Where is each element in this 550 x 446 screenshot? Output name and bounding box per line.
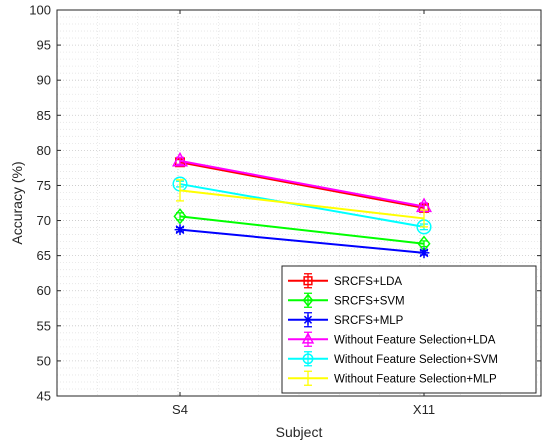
legend-item: Without Feature Selection+MLP bbox=[288, 370, 497, 386]
legend-item: SRCFS+LDA bbox=[288, 273, 402, 289]
data-point bbox=[174, 224, 186, 236]
legend-label: SRCFS+LDA bbox=[334, 276, 402, 288]
y-tick-label: 65 bbox=[37, 248, 51, 263]
legend-item: Without Feature Selection+LDA bbox=[288, 331, 496, 347]
x-tick-label: X11 bbox=[413, 402, 435, 417]
y-tick-label: 80 bbox=[37, 143, 51, 158]
legend-item: SRCFS+MLP bbox=[288, 312, 404, 328]
series-line bbox=[179, 183, 425, 228]
y-axis: 45 50 55 60 65 70 75 80 85 90 95 100 bbox=[29, 3, 541, 404]
y-tick-label: 85 bbox=[37, 108, 51, 123]
error-bar bbox=[176, 179, 184, 202]
x-axis-label: Subject bbox=[276, 424, 323, 440]
legend-marker bbox=[302, 353, 314, 365]
data-point bbox=[418, 247, 430, 259]
legend-label: SRCFS+MLP bbox=[334, 315, 404, 327]
y-tick-label: 75 bbox=[37, 178, 51, 193]
legend-marker bbox=[301, 332, 315, 344]
legend-label: Without Feature Selection+LDA bbox=[334, 334, 496, 346]
series-line bbox=[179, 228, 425, 254]
series-line bbox=[179, 189, 425, 220]
y-tick-label: 70 bbox=[37, 213, 51, 228]
plot-area bbox=[56, 9, 542, 397]
y-axis-label: Accuracy (%) bbox=[9, 161, 25, 244]
legend-item: SRCFS+SVM bbox=[288, 292, 405, 308]
x-axis: S4 X11 bbox=[172, 10, 435, 417]
legend-label: SRCFS+SVM bbox=[334, 295, 405, 307]
legend-box bbox=[281, 265, 537, 394]
y-tick-label: 90 bbox=[37, 73, 51, 88]
legend-marker bbox=[302, 293, 314, 307]
y-tick-label: 100 bbox=[29, 3, 51, 18]
y-tick-label: 45 bbox=[37, 389, 51, 404]
y-tick-label: 95 bbox=[37, 38, 51, 53]
data-point bbox=[173, 208, 187, 225]
series-6 bbox=[176, 179, 428, 228]
legend-marker bbox=[303, 314, 313, 325]
legend-marker bbox=[303, 276, 313, 286]
legend-label: Without Feature Selection+SVM bbox=[334, 354, 498, 366]
series-line bbox=[179, 161, 425, 209]
y-tick-label: 50 bbox=[37, 353, 51, 368]
data-point bbox=[171, 151, 189, 167]
series-layer bbox=[171, 151, 433, 259]
series-line bbox=[179, 159, 425, 208]
y-tick-label: 55 bbox=[37, 318, 51, 333]
legend: SRCFS+LDA SRCFS+SVM SRCFS+MLP Without Featu… bbox=[281, 265, 537, 394]
legend-label: Without Feature Selection+MLP bbox=[334, 373, 497, 385]
series-3 bbox=[174, 224, 430, 259]
legend-item: Without Feature Selection+SVM bbox=[288, 351, 498, 367]
error-bar bbox=[420, 209, 428, 228]
series-line bbox=[179, 215, 425, 245]
y-tick-label: 60 bbox=[37, 283, 51, 298]
x-tick-label: S4 bbox=[172, 402, 188, 417]
